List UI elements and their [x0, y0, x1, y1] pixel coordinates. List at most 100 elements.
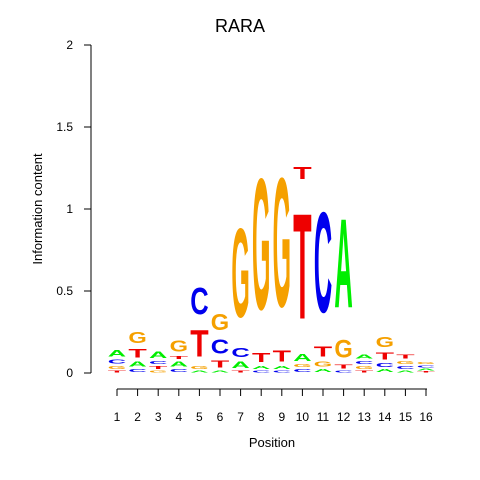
letter-c: C: [334, 370, 352, 373]
x-tick-label: 14: [378, 410, 392, 424]
letter-a: A: [396, 370, 414, 373]
letter-a: A: [190, 370, 208, 373]
letter-t: T: [211, 358, 230, 369]
y-tick-label: 1: [66, 202, 73, 216]
letter-c: C: [396, 365, 414, 370]
letter-g: G: [355, 365, 373, 370]
x-tick-label: 6: [217, 410, 224, 424]
letter-g: G: [149, 370, 167, 373]
letter-c: C: [211, 335, 230, 358]
letter-c: C: [376, 361, 394, 368]
x-tick-label: 4: [175, 410, 182, 424]
letter-g: G: [108, 365, 126, 370]
y-tick-label: 0: [66, 366, 73, 380]
x-tick-label: 7: [237, 410, 244, 424]
letter-t: T: [396, 353, 415, 360]
chart-title: RARA: [215, 16, 265, 36]
letter-a: A: [108, 349, 127, 359]
x-tick-label: 2: [134, 410, 141, 424]
letter-a: A: [170, 360, 189, 368]
x-tick-label: 1: [114, 410, 121, 424]
letter-c: C: [314, 182, 332, 342]
letter-a: A: [293, 352, 311, 364]
x-tick-label: 12: [337, 410, 351, 424]
x-tick-label: 16: [419, 410, 433, 424]
x-tick-label: 13: [358, 410, 372, 424]
x-tick-label: 5: [196, 410, 203, 424]
letter-g: G: [334, 336, 352, 364]
letter-c: C: [128, 368, 146, 373]
y-axis: 0 0.5 1 1.5 2: [56, 38, 92, 380]
letter-c: C: [190, 280, 208, 322]
x-axis-label: Position: [249, 435, 295, 450]
x-tick-label: 9: [278, 410, 285, 424]
x-tick-label: 15: [399, 410, 413, 424]
y-tick-label: 0.5: [56, 284, 73, 298]
letter-g: G: [417, 362, 435, 365]
letter-t: T: [293, 164, 311, 183]
letter-g: G: [190, 365, 208, 370]
letter-t: T: [376, 350, 395, 361]
x-tick-label: 3: [155, 410, 162, 424]
letter-g: G: [211, 309, 229, 335]
letter-t: T: [314, 344, 333, 360]
letter-t: T: [334, 363, 353, 370]
letter-g: G: [273, 139, 291, 345]
letter-g: G: [170, 338, 188, 356]
letter-t: T: [128, 347, 146, 360]
x-tick-label: 11: [317, 410, 330, 424]
letter-c: C: [252, 370, 270, 373]
letter-a: A: [252, 365, 270, 370]
letter-t: T: [417, 371, 435, 373]
letter-a: A: [128, 360, 147, 368]
letter-g: G: [396, 360, 414, 365]
letter-a: A: [231, 360, 250, 370]
letter-g: G: [252, 140, 270, 349]
letter-a: A: [273, 365, 291, 370]
letter-c: C: [417, 365, 435, 368]
letter-g: G: [128, 330, 146, 348]
letter-t: T: [108, 370, 126, 373]
letter-c: C: [231, 346, 250, 360]
letter-a: A: [417, 368, 435, 371]
letter-t: T: [149, 365, 167, 370]
letter-t: T: [231, 370, 249, 373]
letter-t: T: [252, 350, 270, 365]
letter-a: A: [211, 370, 229, 373]
letter-t: T: [355, 370, 373, 373]
letter-c: C: [149, 360, 167, 365]
letter-c: C: [273, 370, 291, 373]
x-axis: 1 2 3 4 5 6 7 8 9 10 11 12 13 14 15 16: [114, 388, 433, 424]
letter-t: T: [170, 355, 188, 360]
letter-a: A: [149, 351, 168, 361]
x-tick-label: 10: [296, 410, 310, 424]
y-axis-label: Information content: [30, 153, 45, 265]
letter-a: A: [314, 368, 332, 373]
letter-stacks: TGCACATGGTCACATGAGTCATCGTACGCATGCATGCGAT…: [108, 139, 435, 373]
letter-g: G: [293, 363, 311, 368]
letter-t: T: [190, 323, 208, 365]
letter-g: G: [314, 360, 332, 368]
letter-g: G: [376, 334, 394, 350]
letter-a: A: [334, 194, 352, 335]
letter-t: T: [293, 184, 311, 352]
letter-c: C: [293, 368, 311, 373]
letter-t: T: [273, 347, 292, 365]
